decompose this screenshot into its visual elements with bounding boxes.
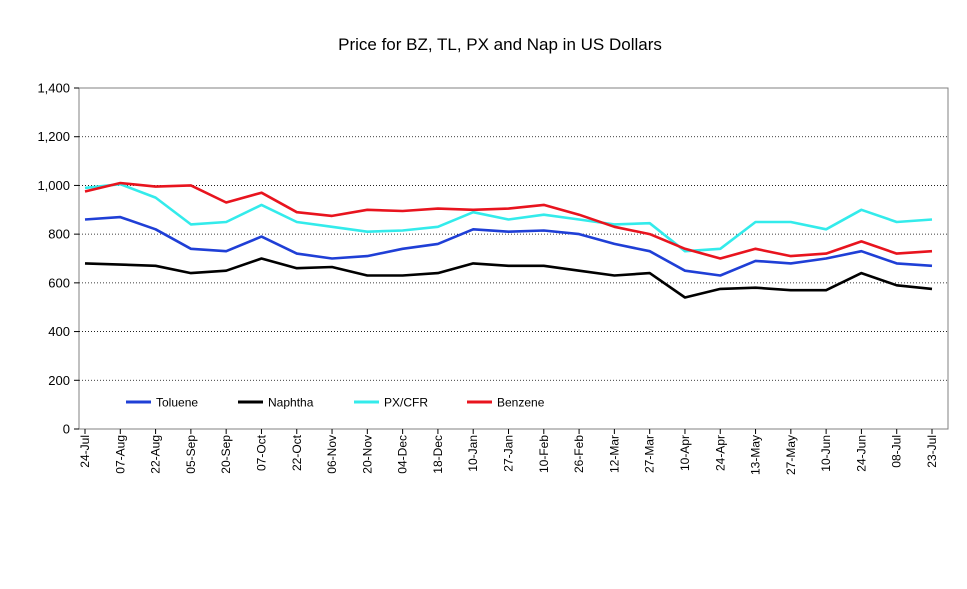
x-tick-label: 07-Oct xyxy=(254,434,268,471)
x-tick-label: 06-Nov xyxy=(325,435,339,474)
x-tick-label: 07-Aug xyxy=(113,435,127,474)
x-tick-label: 22-Oct xyxy=(290,434,304,471)
x-tick-label: 20-Sep xyxy=(219,435,233,474)
x-tick-label: 24-Apr xyxy=(713,435,727,471)
x-tick-label: 24-Jun xyxy=(854,435,868,472)
series-lines xyxy=(84,181,933,299)
x-tick-label: 10-Jan xyxy=(466,435,480,472)
x-tick-label: 08-Jul xyxy=(890,435,904,468)
y-tick-label: 1,000 xyxy=(37,178,70,193)
y-tick-label: 400 xyxy=(48,324,70,339)
x-tick-label: 27-May xyxy=(784,435,798,475)
y-tick-label: 800 xyxy=(48,227,70,242)
x-tick-label: 23-Jul xyxy=(925,435,939,468)
x-tick-label: 10-Jun xyxy=(819,435,833,472)
x-tick-label: 26-Feb xyxy=(572,435,586,473)
x-tick-label: 27-Mar xyxy=(643,435,657,473)
y-axis: 0 200 400 600 800 1,000 1,200 1,400 xyxy=(37,81,79,437)
legend-label: Toluene xyxy=(156,396,198,410)
x-tick-label: 10-Apr xyxy=(678,435,692,471)
x-tick-label: 22-Aug xyxy=(149,435,163,474)
gridlines xyxy=(79,136,948,381)
x-tick-label: 04-Dec xyxy=(396,435,410,474)
x-tick-label: 27-Jan xyxy=(502,435,516,472)
y-tick-label: 1,400 xyxy=(37,81,70,96)
series-line-toluene xyxy=(84,215,933,277)
x-tick-label: 05-Sep xyxy=(184,435,198,474)
y-tick-label: 1,200 xyxy=(37,129,70,144)
y-tick-label: 0 xyxy=(63,422,70,437)
legend-label: Naphtha xyxy=(268,396,314,410)
y-tick-label: 200 xyxy=(48,373,70,388)
series-line-px-cfr xyxy=(84,182,933,253)
x-tick-label: 20-Nov xyxy=(360,435,374,474)
x-tick-label: 24-Jul xyxy=(78,435,92,468)
x-tick-label: 18-Dec xyxy=(431,435,445,474)
legend: Toluene Naphtha PX/CFR Benzene xyxy=(126,396,545,410)
x-tick-label: 10-Feb xyxy=(537,435,551,473)
x-tick-label: 13-May xyxy=(749,435,763,475)
x-tick-label: 12-Mar xyxy=(607,435,621,473)
y-tick-label: 600 xyxy=(48,275,70,290)
plot-area xyxy=(78,87,949,430)
legend-label: PX/CFR xyxy=(384,396,428,410)
x-axis: 24-Jul 07-Aug 22-Aug 05-Sep 20-Sep 07-Oct 22-O… xyxy=(78,429,939,475)
series-line-benzene xyxy=(84,181,933,260)
legend-label: Benzene xyxy=(497,396,545,410)
chart-title: Price for BZ, TL, PX and Nap in US Dolla… xyxy=(338,35,662,54)
series-line-naphtha xyxy=(84,257,933,299)
